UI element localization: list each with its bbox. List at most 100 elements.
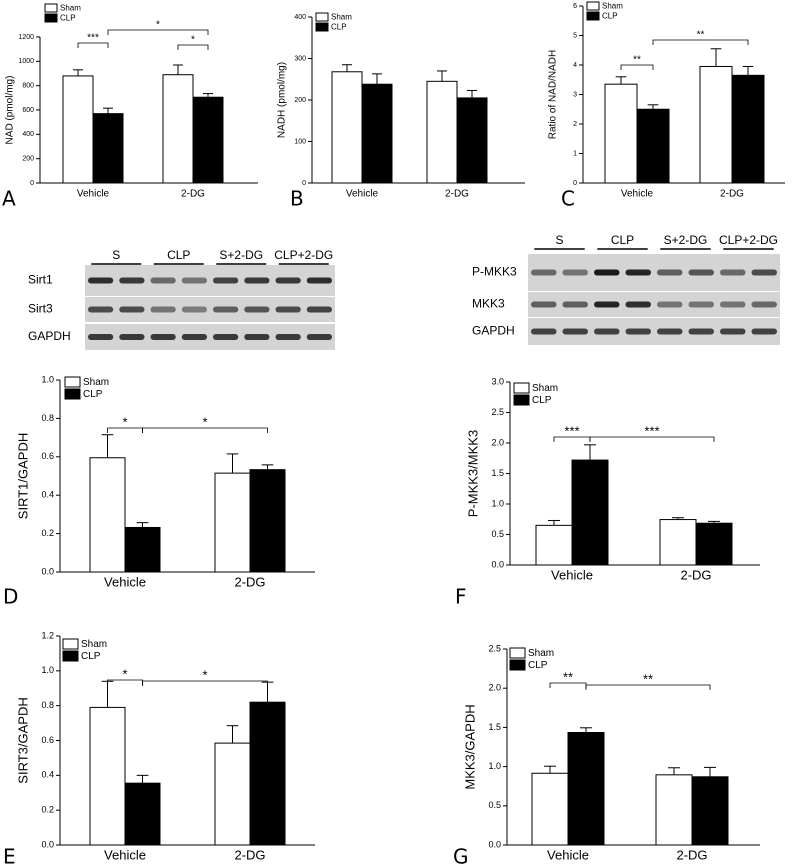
y-axis-label: MKK3/GAPDH [462,704,477,789]
y-tick-label: 0.8 [41,413,54,423]
significance-label: * [156,20,160,31]
significance-bracket [77,42,109,48]
blot-band [657,269,683,276]
legend-label: CLP [532,395,552,406]
legend-label: Sham [60,4,81,13]
significance-label: ** [633,55,641,66]
y-tick-label: 0.6 [41,451,54,461]
blot-band [720,301,746,308]
panel-letter: E [3,845,16,868]
blot-band [657,301,683,308]
bar [567,731,605,846]
blot-band [562,301,588,308]
blot-band [531,328,557,335]
legend-label: CLP [331,23,347,32]
significance-bracket [107,29,209,35]
x-tick-label: 2-DG [676,847,707,862]
y-tick-label: 0.6 [41,735,54,745]
significance-bracket [585,684,711,690]
y-tick-label: 0.0 [41,839,54,849]
y-tick-label: 0 [302,180,306,187]
bar [604,83,638,184]
bar [192,96,224,184]
blot-band [213,334,239,340]
blot-band [594,301,620,308]
panel-letter: F [455,585,467,609]
significance-bracket [142,680,268,686]
y-axis-label: P-MKK3/MKK3 [465,430,480,517]
y-tick-label: 0.5 [491,529,504,539]
y-tick-label: 1.5 [488,722,501,732]
y-tick-label: 0.8 [41,700,54,710]
significance-bracket [652,39,749,45]
row-label: P-MKK3 [472,265,517,279]
significance-bracket [589,436,715,442]
row-label: Sirt3 [28,302,53,316]
blot-band [657,328,683,335]
blot-band [181,306,207,313]
y-tick-label: 1.5 [491,468,504,478]
y-tick-label: 4 [573,62,577,69]
blot-band [751,328,777,335]
row-label: Sirt1 [28,273,53,287]
lane-label: CLP [167,248,190,262]
significance-label: * [122,414,127,429]
y-tick-label: 0.0 [491,559,504,569]
bar [731,74,765,184]
y-tick-label: 2.5 [488,643,501,653]
blot-band [625,328,651,335]
blot-band [275,277,301,284]
blot-band [562,269,588,276]
significance-label: *** [564,423,579,438]
bar [691,776,729,846]
x-tick-label: 2-DG [720,189,744,200]
legend-label: Sham [602,2,623,11]
lane-label: S [555,233,563,247]
legend-swatch [315,12,329,22]
blot-band [213,277,239,284]
lane-label: S+2-DG [219,248,263,262]
y-tick-label: 3.0 [491,376,504,386]
x-tick-label: 2-DG [680,567,711,582]
bar [426,80,458,184]
blot-band [625,301,651,308]
blot-band [625,269,651,276]
y-axis-label: Ratio of NAD/NADH [548,50,559,139]
blot-band [244,306,270,313]
y-tick-label: 100 [294,138,306,145]
y-tick-label: 200 [22,156,34,163]
legend-label: CLP [528,660,548,671]
panel-letter: B [290,187,304,211]
significance-label: *** [87,33,99,44]
significance-label: ** [643,671,653,686]
y-tick-label: 2.0 [488,683,501,693]
blot-band [119,277,145,284]
y-tick-label: 0.2 [41,528,54,538]
significance-bracket [177,44,209,50]
x-tick-label: 2-DG [445,189,469,200]
significance-label: * [202,667,207,682]
panel-letter: G [453,845,469,868]
legend-swatch [44,13,58,23]
bar [636,108,670,184]
lane-label: CLP [611,233,634,247]
y-axis-label: NAD (pmol/mg) [5,76,16,145]
row-label: GAPDH [472,324,515,338]
blot-band [751,301,777,308]
lane-label: S [112,248,120,262]
blot-band [688,328,714,335]
x-tick-label: 2-DG [234,847,265,862]
lane-label: CLP+2-DG [719,233,778,247]
legend-swatch [513,382,530,394]
blot-band [88,277,114,284]
blot-band [244,334,270,340]
legend-swatch [64,376,81,388]
bar [214,472,251,573]
blot-band [688,269,714,276]
bar [361,83,393,184]
legend-label: CLP [602,12,618,21]
panel-letter: A [2,187,16,211]
blot-band [244,277,270,284]
significance-label: *** [644,423,659,438]
